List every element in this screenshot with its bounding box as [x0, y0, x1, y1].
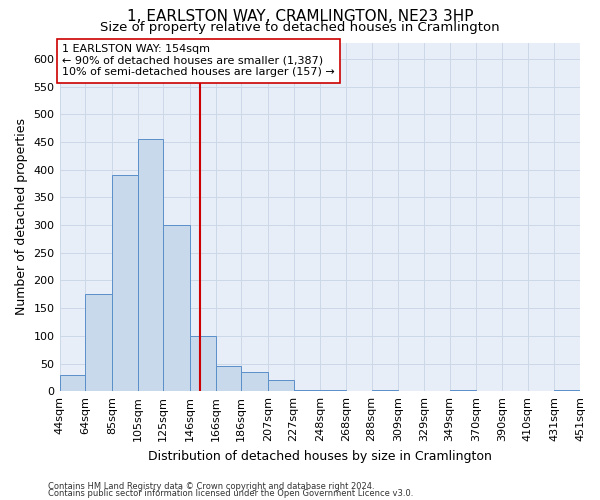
Text: 1, EARLSTON WAY, CRAMLINGTON, NE23 3HP: 1, EARLSTON WAY, CRAMLINGTON, NE23 3HP [127, 9, 473, 24]
Bar [268, 380, 293, 391]
Bar [449, 390, 476, 391]
Y-axis label: Number of detached properties: Number of detached properties [15, 118, 28, 316]
Bar [59, 374, 85, 391]
Text: Size of property relative to detached houses in Cramlington: Size of property relative to detached ho… [100, 21, 500, 34]
Bar [554, 390, 580, 391]
Bar [215, 366, 241, 391]
Text: Contains public sector information licensed under the Open Government Licence v3: Contains public sector information licen… [48, 489, 413, 498]
Bar [241, 372, 268, 391]
Bar [293, 390, 320, 391]
Bar [320, 390, 346, 391]
X-axis label: Distribution of detached houses by size in Cramlington: Distribution of detached houses by size … [148, 450, 492, 462]
Bar [137, 140, 163, 391]
Bar [190, 336, 215, 391]
Bar [85, 294, 112, 391]
Text: 1 EARLSTON WAY: 154sqm
← 90% of detached houses are smaller (1,387)
10% of semi-: 1 EARLSTON WAY: 154sqm ← 90% of detached… [62, 44, 335, 78]
Bar [371, 390, 398, 391]
Text: Contains HM Land Registry data © Crown copyright and database right 2024.: Contains HM Land Registry data © Crown c… [48, 482, 374, 491]
Bar [163, 225, 190, 391]
Bar [112, 176, 137, 391]
